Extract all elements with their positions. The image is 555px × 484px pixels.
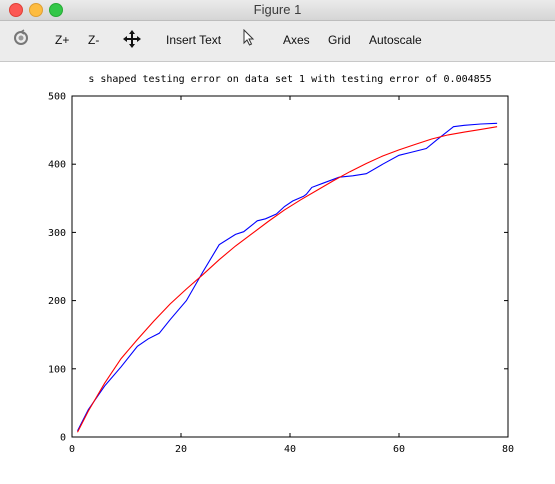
x-tick-label: 60 [393,444,405,455]
y-tick-label: 400 [48,160,66,171]
zoom-in-button[interactable]: Z+ [55,33,70,47]
zoom-out-button[interactable]: Z- [88,33,100,47]
x-tick-label: 20 [175,444,187,455]
y-tick-label: 300 [48,228,66,239]
rotate-icon[interactable] [12,29,30,52]
close-window-button[interactable] [9,3,23,17]
x-tick-label: 0 [69,444,75,455]
minimize-window-button[interactable] [29,3,43,17]
y-tick-label: 500 [48,92,66,103]
x-tick-label: 40 [284,444,296,455]
y-tick-label: 200 [48,296,66,307]
pointer-icon[interactable] [242,28,256,52]
x-tick-label: 80 [502,444,514,455]
plot-area: s shaped testing error on data set 1 wit… [0,62,555,479]
chart-title: s shaped testing error on data set 1 wit… [88,74,491,85]
y-tick-label: 100 [48,364,66,375]
series-line-2 [77,126,498,433]
axes-button[interactable]: Axes [283,33,310,47]
line-chart: s shaped testing error on data set 1 wit… [48,74,514,456]
title-bar: Figure 1 [0,0,555,21]
maximize-window-button[interactable] [49,3,63,17]
insert-text-button[interactable]: Insert Text [166,33,222,47]
series-line-1 [77,122,498,432]
axes-box [71,95,509,438]
move-icon[interactable] [122,29,142,54]
autoscale-button[interactable]: Autoscale [369,33,422,47]
window-title: Figure 1 [253,2,302,17]
toolbar: Z+ Z- Insert Text Axes Grid Autoscale [0,21,555,62]
series-group [77,122,498,433]
y-tick-label: 0 [60,433,66,444]
grid-button[interactable]: Grid [328,33,351,47]
axis-ticks: 0 20 40 60 80 0 100 200 300 400 500 [48,92,514,456]
